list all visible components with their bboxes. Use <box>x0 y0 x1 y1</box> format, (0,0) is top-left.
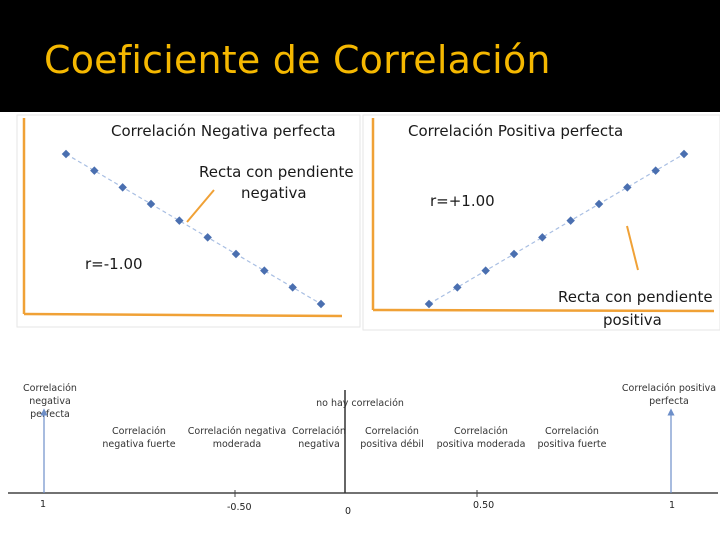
scale-category: Correlación positiva débil <box>360 426 424 450</box>
pos-r-label: r=+1.00 <box>430 192 495 210</box>
data-point <box>538 233 547 242</box>
neg-annotation-line2: negativa <box>241 184 307 202</box>
scale-category: Correlación positiva fuerte <box>537 426 607 450</box>
pos-series <box>424 149 689 309</box>
data-point <box>146 199 156 209</box>
pos-x-axis <box>372 308 715 313</box>
neg-panel-frame <box>16 114 361 328</box>
trend-line <box>428 153 685 305</box>
trend-line <box>65 153 322 305</box>
data-point <box>175 216 184 225</box>
scale-tick-label: 0 <box>345 506 352 517</box>
scale-category: Correlación negativa fuerte <box>102 426 176 450</box>
data-point <box>203 233 212 242</box>
scale-tick-label: -0.50 <box>227 502 252 513</box>
data-point <box>61 149 71 159</box>
neg-x-axis <box>23 312 343 318</box>
data-point <box>623 183 632 192</box>
data-point <box>288 283 297 292</box>
scale-category: Correlación positiva moderada <box>436 426 526 450</box>
scale-tick-label: 1 <box>40 499 47 510</box>
pos-annotation-pointer <box>626 225 639 271</box>
neg-annotation-line1: Recta con pendiente <box>199 163 354 181</box>
scale-center-label: no hay correlación <box>316 398 404 409</box>
data-point <box>679 149 689 159</box>
pos-annotation-line1: Recta con pendiente <box>558 288 713 306</box>
scale-end-label-neg: Correlación negativa perfecta <box>23 383 77 420</box>
data-point <box>651 166 660 175</box>
data-point <box>90 166 99 175</box>
slide-title: Coeficiente de Correlación <box>44 38 551 82</box>
data-point <box>316 299 326 309</box>
neg-annotation-pointer <box>186 189 215 223</box>
title-bar: Coeficiente de Correlación <box>0 0 720 112</box>
neg-series <box>61 149 326 309</box>
data-point <box>566 216 575 225</box>
scale-category: Correlación negativa <box>292 426 346 450</box>
data-point <box>594 199 604 209</box>
scale-end-label-pos: Correlación positiva perfecta <box>621 383 717 407</box>
data-point <box>481 266 490 275</box>
scale-tick-label: 0.50 <box>473 500 495 511</box>
data-point <box>118 183 127 192</box>
data-point <box>231 249 241 259</box>
pos-panel-frame <box>362 114 720 331</box>
data-point <box>424 299 434 309</box>
data-point <box>453 283 462 292</box>
neg-chart-title: Correlación Negativa perfecta <box>111 122 336 140</box>
scale-tick-label: 1 <box>669 500 676 511</box>
data-point <box>509 249 519 259</box>
scale-category: Correlación negativa moderada <box>187 426 287 450</box>
pos-chart-title: Correlación Positiva perfecta <box>408 122 624 140</box>
pos-annotation-line2: positiva <box>603 311 662 329</box>
neg-r-label: r=-1.00 <box>85 255 143 273</box>
data-point <box>260 266 269 275</box>
